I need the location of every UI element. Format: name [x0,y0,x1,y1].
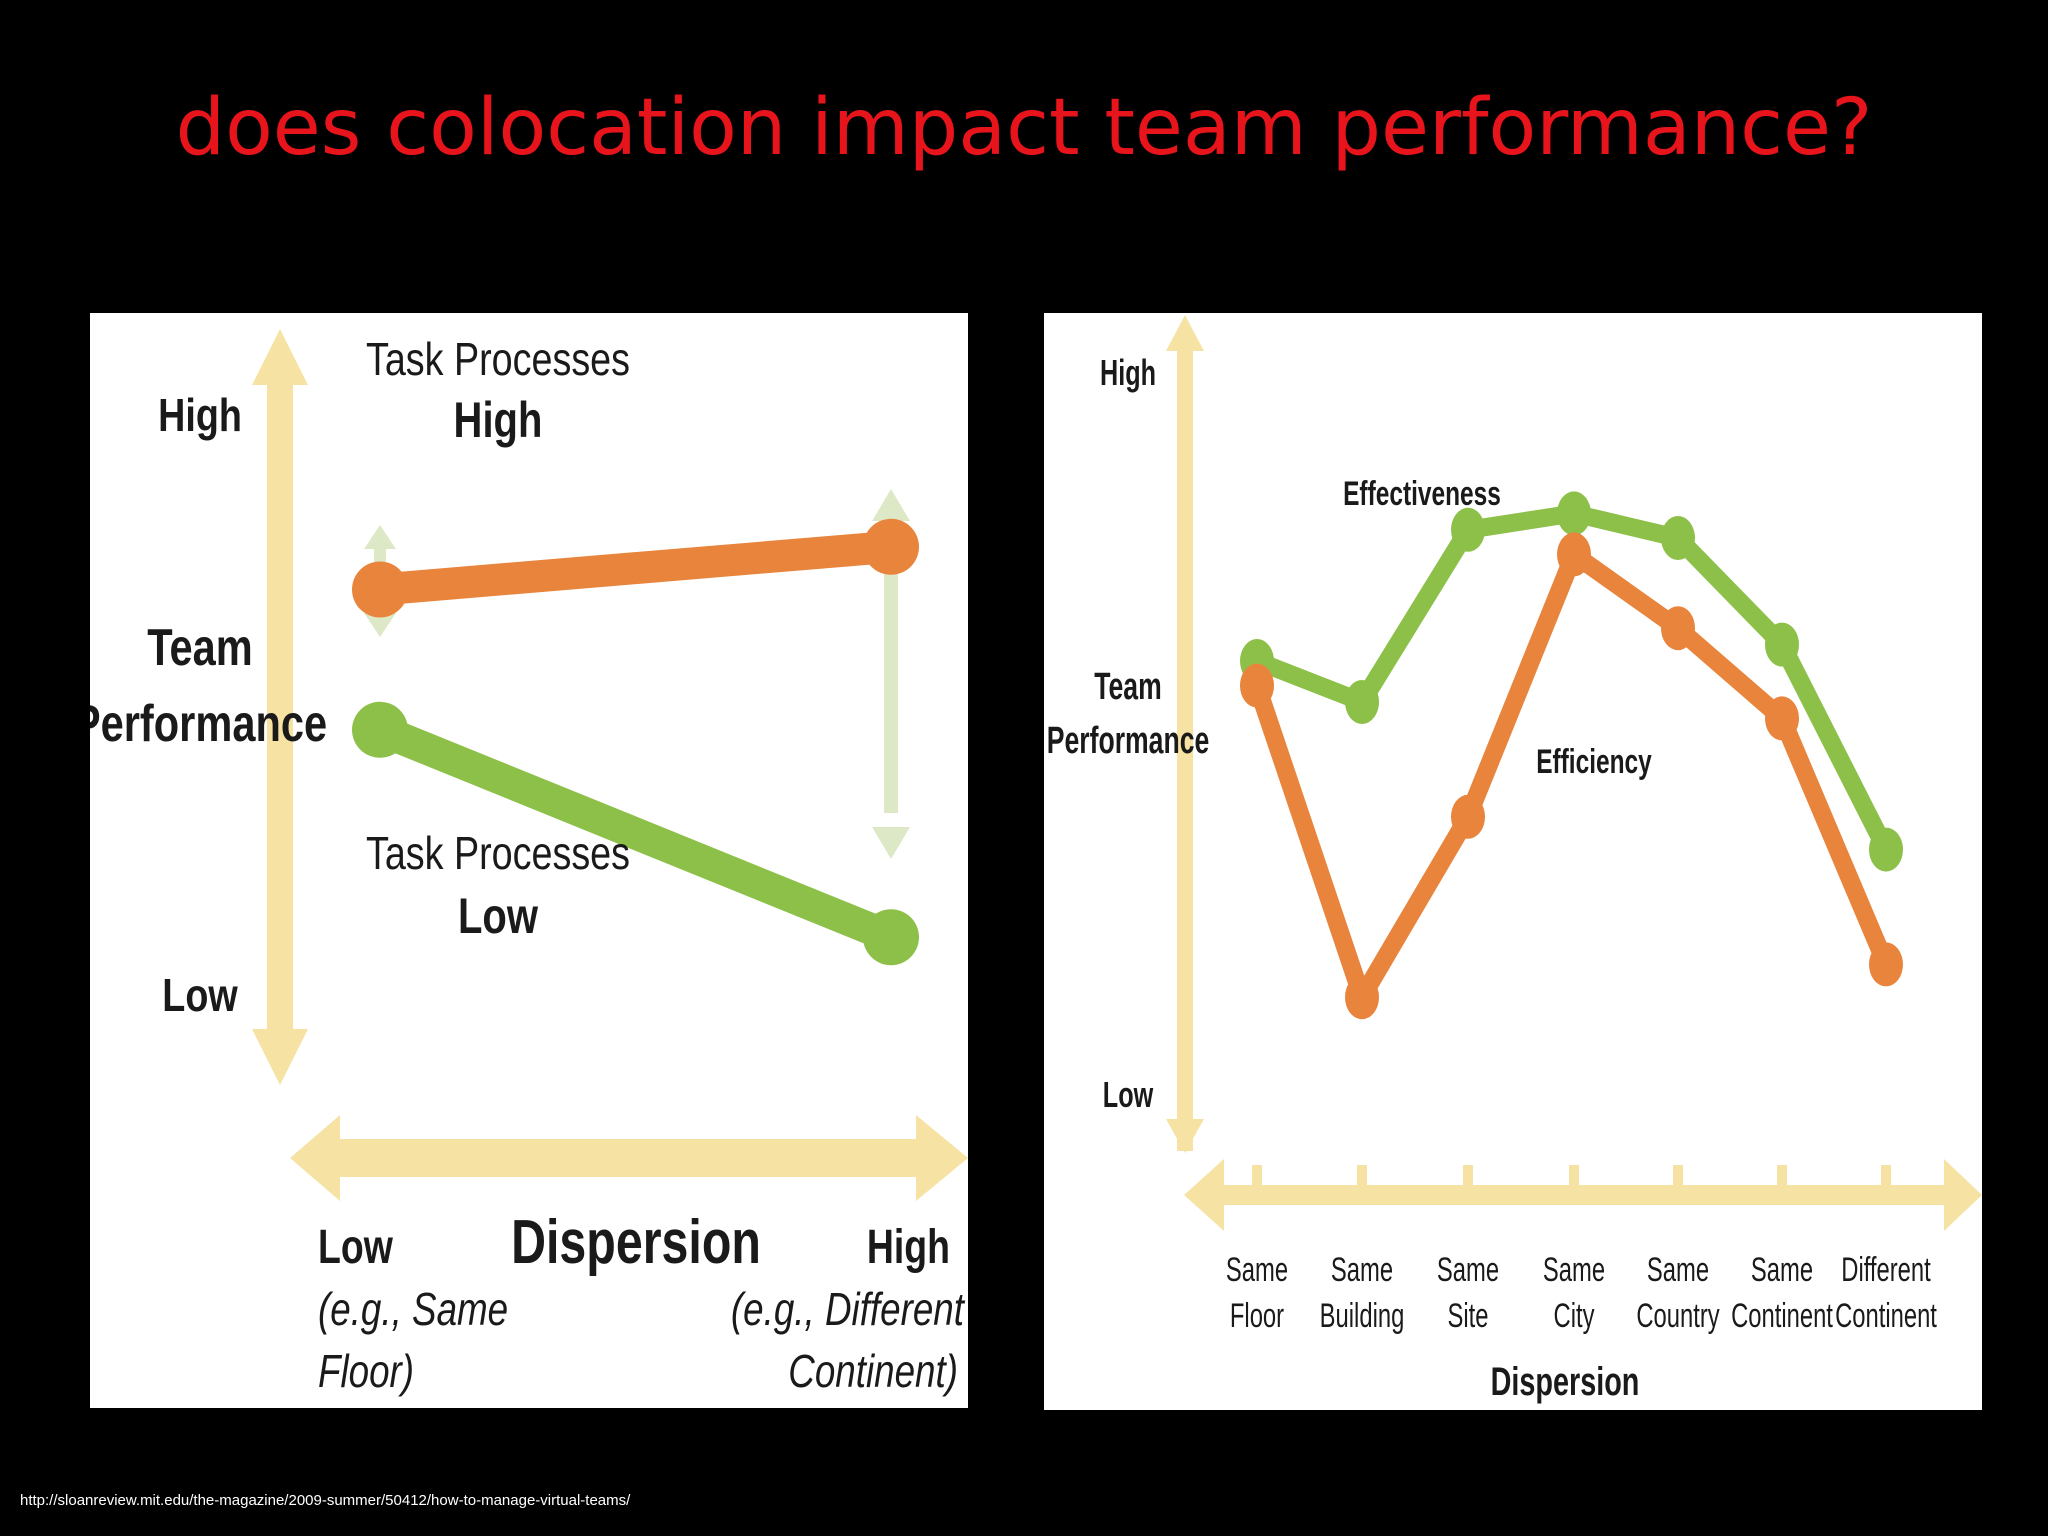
x-tick [1357,1165,1367,1187]
data-point-efficiency-6 [1869,942,1903,987]
y-title-line1: Team [147,618,253,677]
x-tick-label: Same [1437,1251,1499,1289]
right-chart-panel: Same Floor Same Building Same Site Same City Sam… [1044,313,1982,1410]
left-chart: High Team Performance Low Task Processes… [90,329,968,1397]
y-title-line2: Performance [1047,718,1210,761]
task-low-label-line2: Low [458,888,539,944]
y-axis-arrow [1166,315,1204,1153]
effectiveness-label: Effectiveness [1343,475,1501,513]
slide-title: does colocation impact team performance? [175,83,1873,173]
y-high-label: High [158,389,242,440]
task-high-label-line1: Task Processes [366,333,630,384]
data-point-efficiency-3 [1557,532,1591,577]
x-title: Dispersion [511,1207,761,1276]
data-point-task-high-1 [863,518,919,575]
x-tick [1252,1165,1262,1187]
x-high-label: High [867,1221,950,1275]
x-tick [1569,1165,1579,1187]
x-tick-label: Same [1226,1251,1288,1289]
source-url: http://sloanreview.mit.edu/the-magazine/… [20,1492,631,1509]
series-line-task-low [364,713,907,954]
x-axis-arrow [1184,1159,1982,1231]
data-point-task-low-1 [863,909,919,966]
x-tick [1881,1165,1891,1187]
x-tick [1777,1165,1787,1187]
data-point-task-high-0 [352,561,408,618]
series-line-task-high [364,530,907,606]
data-point-effectiveness-5 [1765,622,1799,667]
x-tick-label: Continent [1835,1297,1937,1335]
task-high-label-line2: High [454,392,543,448]
data-point-efficiency-0 [1240,663,1274,708]
efficiency-label: Efficiency [1536,743,1652,781]
gap-arrow-high-dispersion [872,489,910,859]
x-axis-arrow [290,1115,968,1201]
data-point-effectiveness-2 [1451,507,1485,552]
x-tick [1463,1165,1473,1187]
x-tick-label: Same [1647,1251,1709,1289]
x-low-example-line1: (e.g., Same [318,1283,508,1335]
data-point-effectiveness-3 [1557,491,1591,536]
x-high-example-line2: Continent) [788,1345,958,1397]
data-point-effectiveness-4 [1661,516,1695,560]
y-low-label: Low [162,969,238,1020]
data-point-task-low-0 [352,701,408,758]
x-tick-label: Country [1636,1297,1720,1335]
data-point-efficiency-5 [1765,696,1799,741]
x-tick [1673,1165,1683,1187]
left-chart-panel: High Team Performance Low Task Processes… [90,313,968,1408]
data-point-efficiency-1 [1345,975,1379,1020]
x-tick-label: Site [1448,1297,1489,1335]
data-point-efficiency-2 [1451,794,1485,839]
x-high-example-line1: (e.g., Different [731,1283,966,1335]
right-chart: Same Floor Same Building Same Site Same City Sam… [1047,315,1982,1404]
data-point-effectiveness-6 [1869,827,1903,872]
x-tick-label: Building [1320,1297,1405,1335]
y-title-line1: Team [1094,664,1161,707]
y-title-line2: Performance [90,694,327,753]
y-high-label: High [1100,353,1156,394]
x-tick-label: City [1554,1297,1595,1335]
y-axis-arrow [252,329,308,1085]
x-low-example-line2: Floor) [318,1345,414,1397]
x-tick-label: Different [1841,1251,1930,1289]
task-low-label-line1: Task Processes [366,827,630,878]
data-point-effectiveness-1 [1345,680,1379,724]
data-point-efficiency-4 [1661,606,1695,651]
x-tick-label: Same [1331,1251,1393,1289]
x-tick-label: Same [1751,1251,1813,1289]
x-low-label: Low [318,1221,393,1275]
x-title: Dispersion [1491,1359,1640,1404]
y-low-label: Low [1103,1075,1154,1116]
x-tick-label: Continent [1731,1297,1833,1335]
x-tick-label: Same [1543,1251,1605,1289]
x-tick-label: Floor [1230,1297,1284,1335]
